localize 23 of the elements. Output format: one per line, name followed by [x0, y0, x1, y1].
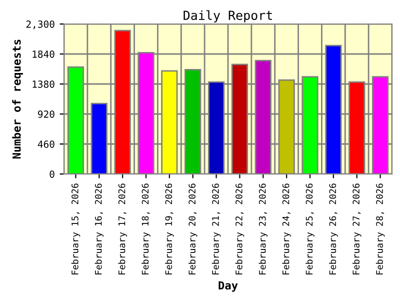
- x-tick-label: February 16, 2026: [94, 184, 104, 274]
- x-tick-label: February 15, 2026: [71, 184, 80, 274]
- y-tick-label: 460: [38, 140, 54, 148]
- y-tick-label: 1380: [32, 80, 54, 88]
- chart-title: Daily Report: [184, 10, 272, 22]
- y-tick-label: 920: [38, 110, 54, 118]
- x-tick-label: February 25, 2026: [306, 184, 314, 274]
- x-tick-label: February 24, 2026: [282, 184, 291, 274]
- x-tick-label: February 22, 2026: [235, 184, 244, 274]
- x-tick-label: February 23, 2026: [258, 184, 268, 274]
- x-tick-label: February 21, 2026: [212, 184, 221, 274]
- x-tick-label: February 17, 2026: [118, 184, 127, 274]
- x-tick-label: February 27, 2026: [352, 184, 362, 274]
- x-tick-label: February 20, 2026: [188, 184, 198, 274]
- x-tick-label: February 18, 2026: [142, 184, 150, 274]
- x-axis-title: Day: [218, 281, 238, 292]
- x-tick-label: February 26, 2026: [329, 184, 338, 274]
- x-tick-label: February 19, 2026: [165, 184, 174, 274]
- y-tick-label: 1840: [32, 50, 54, 58]
- y-tick-label: 2,300: [26, 20, 54, 30]
- y-axis-title: Number of requests: [12, 40, 23, 159]
- x-tick-label: February 28, 2026: [376, 184, 385, 274]
- y-tick-label: 0: [50, 170, 54, 178]
